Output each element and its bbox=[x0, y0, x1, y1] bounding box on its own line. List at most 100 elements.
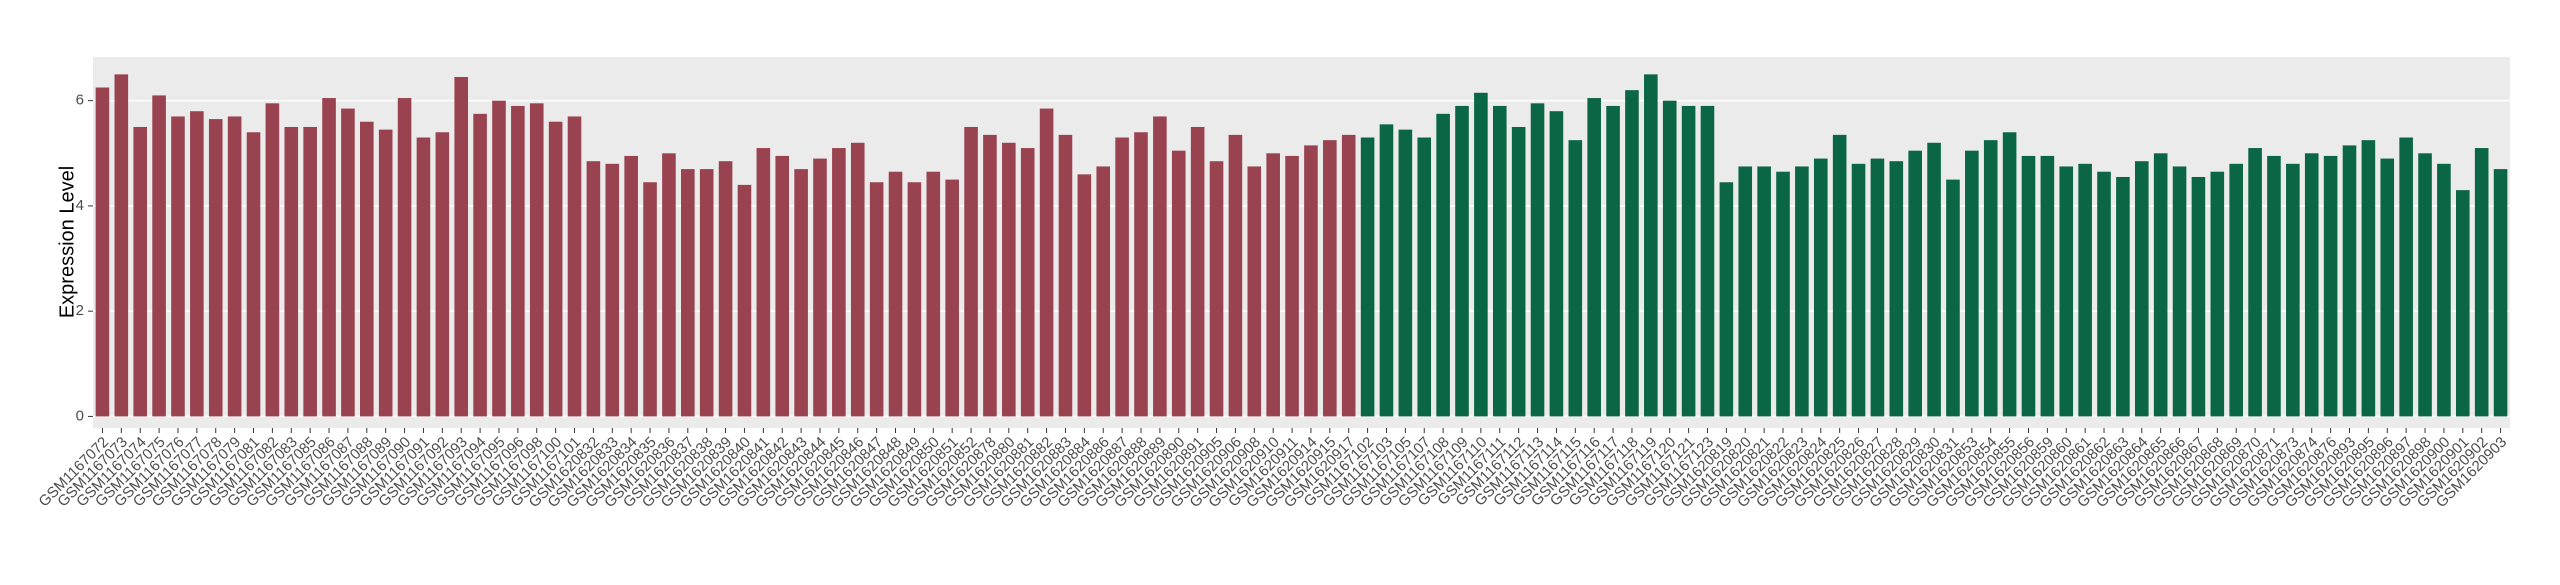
bar bbox=[1681, 105, 1696, 417]
bar bbox=[1077, 174, 1092, 417]
bar bbox=[416, 137, 431, 417]
bar bbox=[1266, 153, 1280, 417]
bar bbox=[1304, 145, 1318, 417]
bar bbox=[832, 148, 846, 417]
y-tick-label: 0 bbox=[76, 407, 84, 424]
bar bbox=[114, 74, 129, 417]
bar bbox=[284, 126, 299, 417]
bar bbox=[2399, 137, 2413, 417]
bar bbox=[1455, 105, 1469, 417]
bar bbox=[492, 100, 506, 417]
bar bbox=[1568, 140, 1583, 417]
bar bbox=[2229, 163, 2243, 417]
bar bbox=[1719, 182, 1734, 417]
bar bbox=[360, 121, 374, 417]
bar bbox=[681, 169, 695, 417]
y-tick-label: 4 bbox=[76, 197, 84, 214]
bar bbox=[2078, 163, 2092, 417]
bar bbox=[1946, 179, 1960, 417]
bar bbox=[1134, 132, 1148, 417]
bar bbox=[718, 161, 733, 417]
bar bbox=[605, 163, 620, 417]
bar bbox=[1474, 92, 1488, 417]
bar bbox=[2116, 176, 2130, 417]
bar bbox=[2002, 132, 2017, 417]
bar bbox=[775, 155, 790, 417]
bar bbox=[2040, 155, 2055, 417]
bar bbox=[1020, 148, 1035, 417]
bar bbox=[1757, 166, 1771, 417]
bar bbox=[1889, 161, 1904, 417]
bar bbox=[171, 116, 185, 417]
bar bbox=[1002, 142, 1016, 417]
bar bbox=[1492, 105, 1507, 417]
bar bbox=[2304, 153, 2319, 417]
bar bbox=[2380, 158, 2395, 417]
bar bbox=[133, 126, 148, 417]
bar bbox=[567, 116, 582, 417]
bar bbox=[435, 132, 450, 417]
bar bbox=[662, 153, 676, 417]
bar bbox=[303, 126, 317, 417]
bar bbox=[454, 76, 469, 417]
bar bbox=[1115, 137, 1129, 417]
bar bbox=[378, 129, 393, 417]
bar bbox=[586, 161, 601, 417]
bar bbox=[152, 95, 166, 417]
bar bbox=[1436, 113, 1450, 417]
bar bbox=[1153, 116, 1167, 417]
y-axis-title: Expression Level bbox=[56, 166, 78, 318]
bar bbox=[1625, 90, 1639, 417]
bar bbox=[813, 158, 827, 417]
bar bbox=[2172, 166, 2187, 417]
bar bbox=[1662, 100, 1677, 417]
bar bbox=[1908, 150, 1922, 417]
bar bbox=[2153, 153, 2168, 417]
bar bbox=[548, 121, 563, 417]
bar bbox=[2248, 148, 2262, 417]
bar bbox=[246, 132, 261, 417]
bar bbox=[1039, 108, 1054, 417]
bar bbox=[1058, 134, 1073, 417]
bar bbox=[1379, 124, 1394, 417]
bar bbox=[643, 182, 657, 417]
bar bbox=[624, 155, 638, 417]
bar bbox=[2493, 169, 2508, 417]
bar bbox=[1832, 134, 1847, 417]
bar bbox=[1228, 134, 1243, 417]
bar bbox=[227, 116, 242, 417]
bar bbox=[737, 184, 752, 417]
bar bbox=[1549, 111, 1564, 417]
bar bbox=[1398, 129, 1413, 417]
y-tick-label: 2 bbox=[76, 302, 84, 319]
bar bbox=[190, 111, 204, 417]
bar bbox=[208, 119, 223, 417]
bar bbox=[850, 142, 865, 417]
bar bbox=[2059, 166, 2074, 417]
bar bbox=[907, 182, 922, 417]
bar bbox=[2455, 190, 2470, 417]
bar bbox=[794, 169, 808, 417]
bar bbox=[1323, 140, 1337, 417]
bar bbox=[983, 134, 997, 417]
bar bbox=[1738, 166, 1753, 417]
bar bbox=[265, 103, 280, 417]
bar bbox=[1417, 137, 1432, 417]
bar bbox=[2267, 155, 2281, 417]
bar bbox=[2021, 155, 2036, 417]
bar bbox=[95, 87, 110, 417]
bar bbox=[473, 113, 487, 417]
bar bbox=[2361, 140, 2376, 417]
bar bbox=[1927, 142, 1941, 417]
bar bbox=[2191, 176, 2206, 417]
bar bbox=[2323, 155, 2338, 417]
bar bbox=[1209, 161, 1224, 417]
bar bbox=[1360, 137, 1375, 417]
bar bbox=[2342, 145, 2357, 417]
bar bbox=[2474, 148, 2489, 417]
bar bbox=[2418, 153, 2432, 417]
bar bbox=[869, 182, 884, 417]
bar bbox=[2286, 163, 2300, 417]
bar bbox=[1983, 140, 1998, 417]
